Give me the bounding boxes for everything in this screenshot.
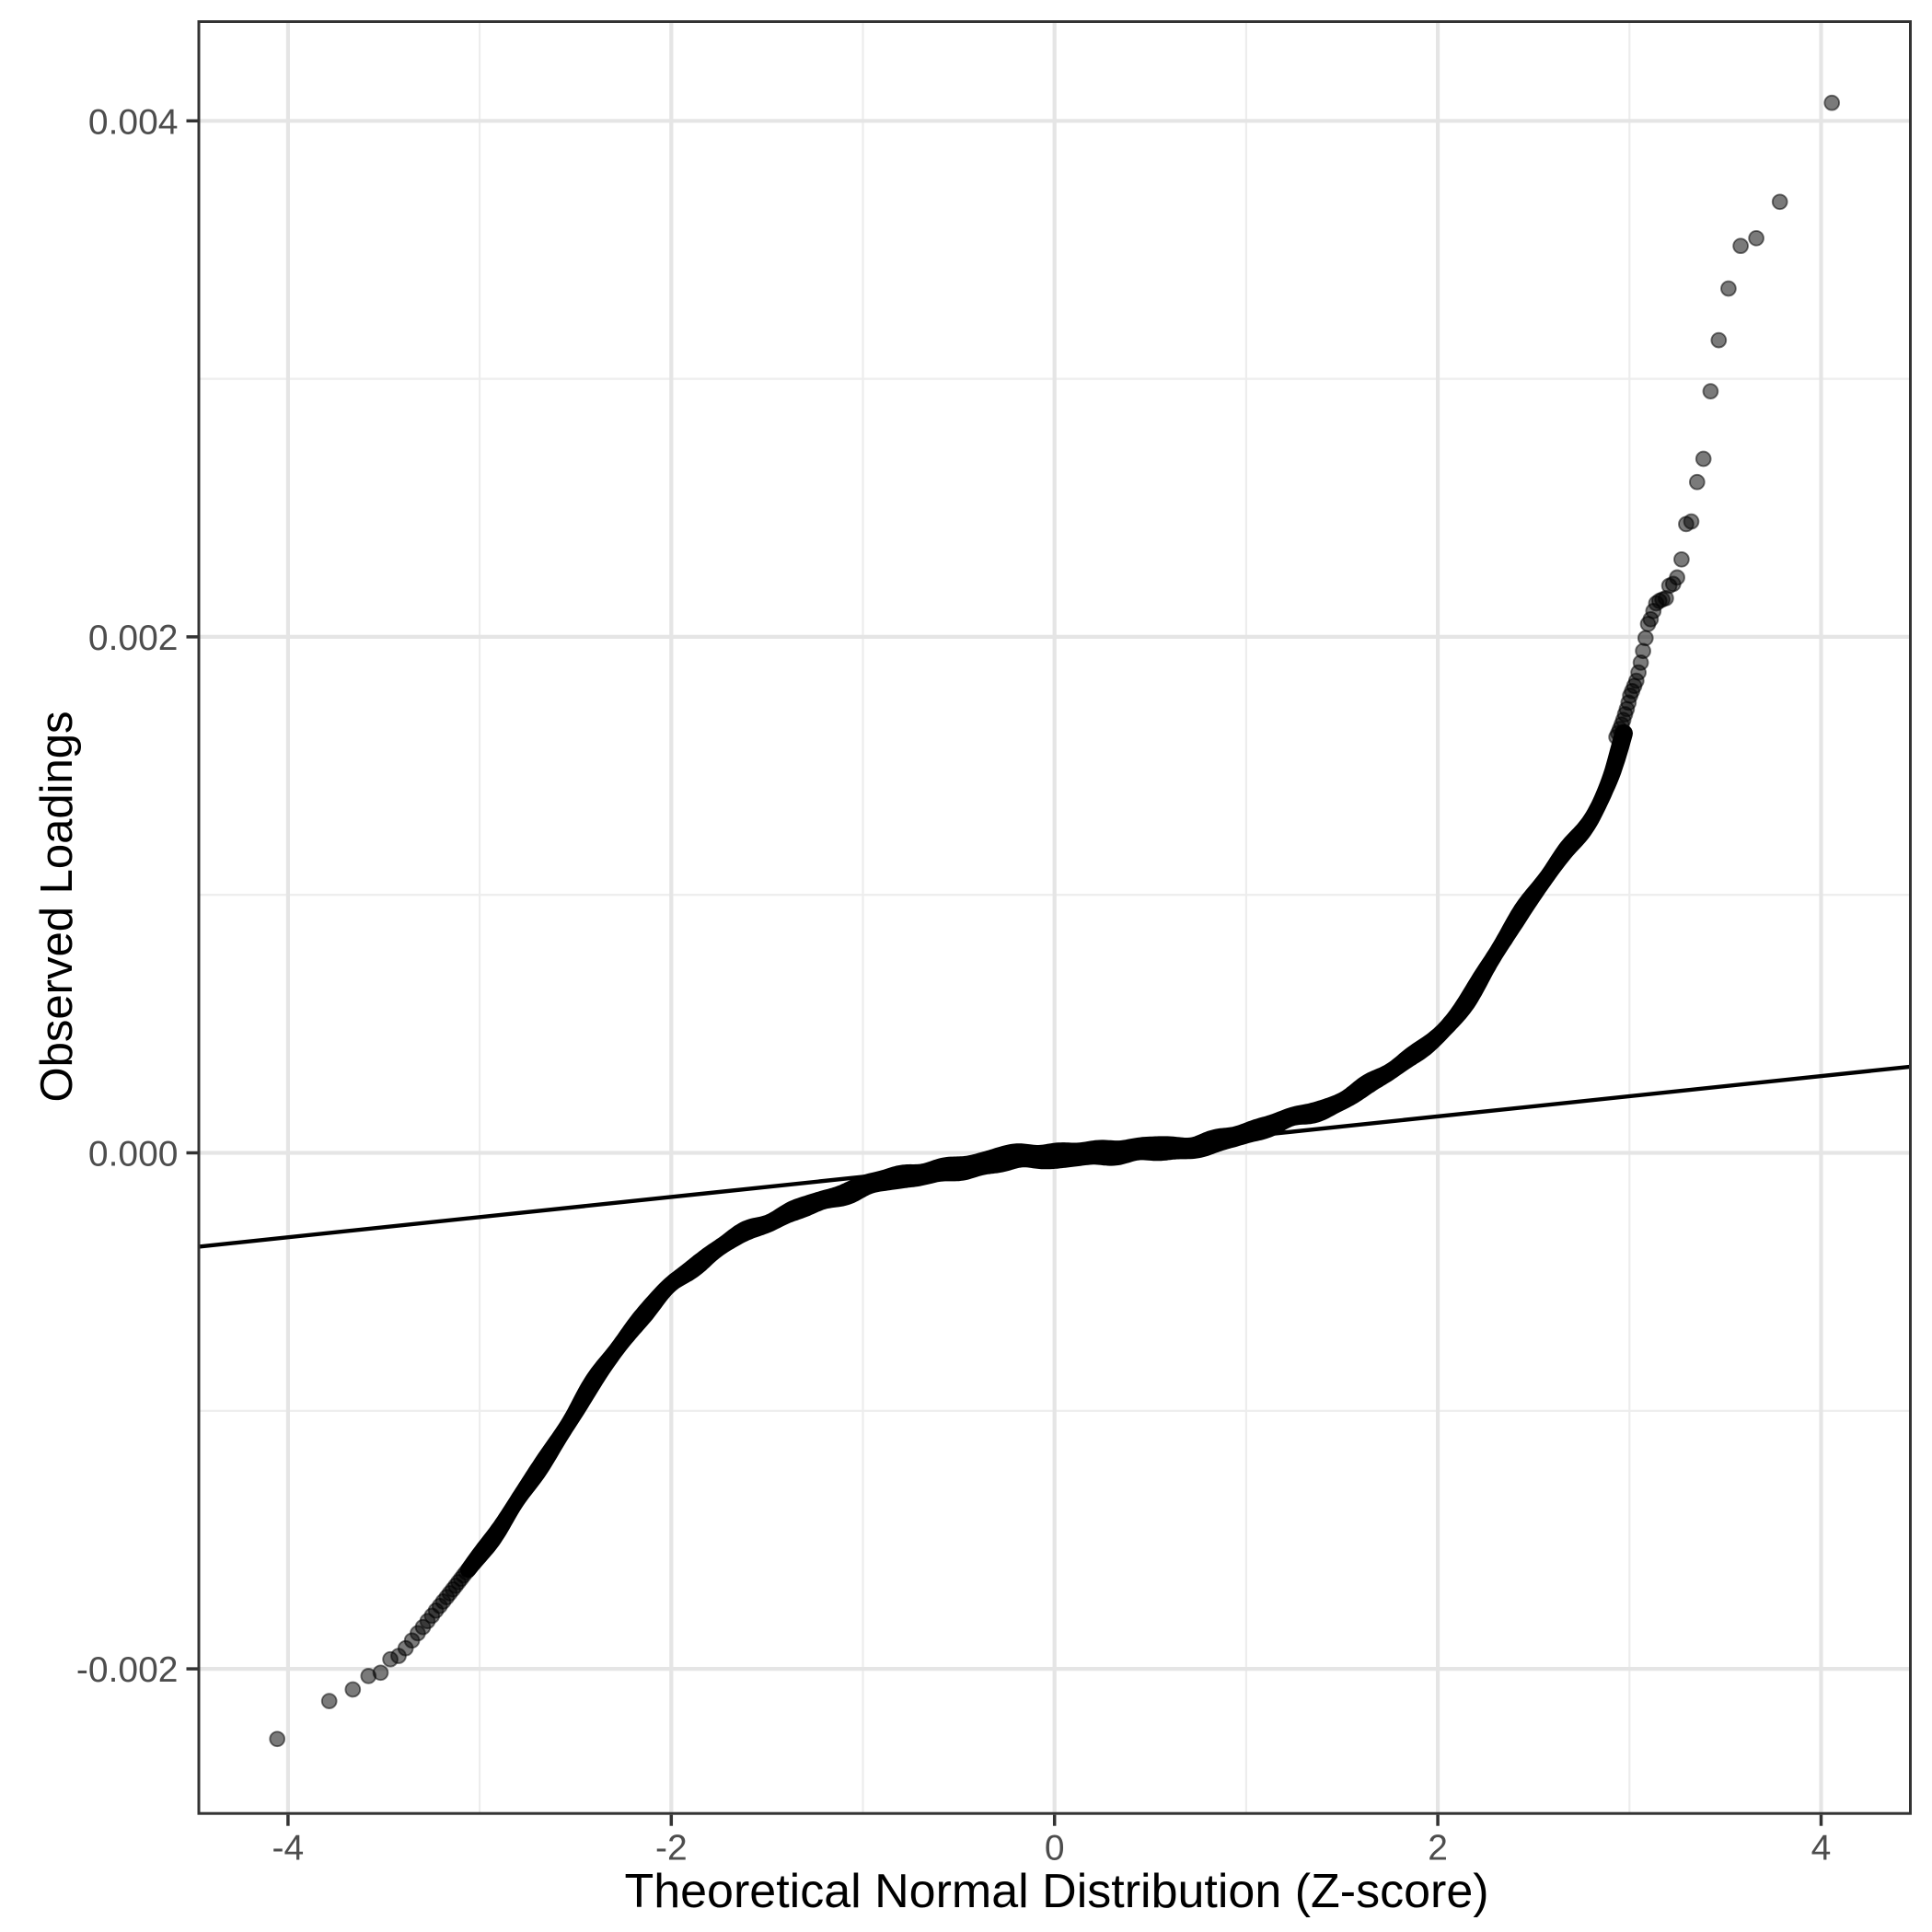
svg-text:-0.002: -0.002 (76, 1650, 179, 1690)
svg-text:-4: -4 (272, 1829, 305, 1868)
svg-text:4: 4 (1811, 1829, 1832, 1868)
svg-text:0.002: 0.002 (88, 619, 179, 658)
svg-text:Observed Loadings: Observed Loadings (32, 711, 82, 1103)
svg-text:0.004: 0.004 (88, 102, 179, 142)
svg-text:0: 0 (1045, 1829, 1065, 1868)
svg-text:-2: -2 (655, 1829, 688, 1868)
svg-text:0.000: 0.000 (88, 1135, 179, 1174)
svg-text:2: 2 (1428, 1829, 1448, 1868)
svg-text:Theoretical Normal Distributio: Theoretical Normal Distribution (Z-score… (624, 1865, 1488, 1918)
